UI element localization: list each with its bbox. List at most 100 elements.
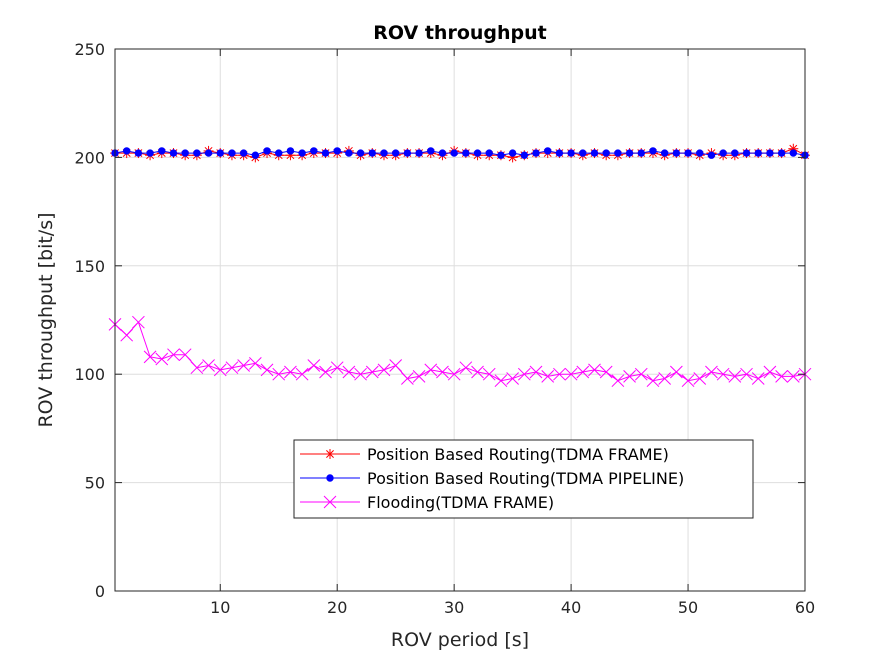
series-2-point	[134, 149, 143, 157]
series-2-point	[310, 147, 318, 155]
series-3-point	[564, 367, 578, 381]
series-2-point	[427, 147, 435, 155]
series-3-point	[693, 372, 707, 385]
series-2-point	[391, 149, 400, 157]
series-2-point	[602, 149, 610, 157]
series-3-point	[763, 365, 777, 379]
series-2-point	[731, 149, 739, 157]
series-2-point	[146, 149, 154, 157]
y-tick-label: 100	[74, 365, 105, 384]
series-3-point	[599, 365, 613, 379]
series-3-point	[646, 374, 660, 388]
chart-title: ROV throughput	[373, 22, 547, 44]
series-2-point	[251, 151, 260, 159]
series-3-point	[213, 363, 227, 377]
series-3-point	[143, 350, 157, 364]
series-3-point	[295, 367, 309, 381]
series-3-point	[588, 363, 601, 377]
legend-swatch-marker	[326, 474, 334, 482]
series-2-point	[742, 149, 751, 157]
series-3-point	[424, 363, 438, 377]
x-tick-label: 10	[210, 598, 230, 617]
axis-ticks: 10 20 30 40 50 60 0 50 100 150 200 250	[74, 40, 815, 617]
series-3-point	[681, 374, 695, 388]
series-2-point	[649, 147, 657, 155]
series-3-point	[319, 365, 332, 379]
series-2-point	[216, 149, 224, 157]
series-3-point	[740, 367, 753, 381]
x-axis-label: ROV period [s]	[391, 629, 529, 651]
series-3-line	[114, 321, 806, 382]
series-2-point	[544, 147, 552, 155]
series-2-point	[415, 149, 423, 157]
x-tick-label: 40	[561, 598, 581, 617]
series-2-point	[684, 149, 692, 157]
series-2-point	[438, 149, 447, 157]
series-2-point	[579, 149, 587, 157]
series-2-point	[298, 149, 306, 157]
series-3-point	[658, 372, 672, 385]
legend: Position Based Routing(TDMA FRAME) Positi…	[293, 439, 754, 519]
series-2-point	[321, 149, 330, 157]
series-2-point	[719, 149, 727, 157]
series-2-point	[497, 151, 505, 159]
series-3-point	[447, 367, 461, 381]
series-3-point	[401, 372, 414, 385]
series-2-point	[263, 147, 271, 155]
series-2-point	[356, 149, 365, 157]
series-2-point	[590, 149, 599, 157]
series-3-point	[611, 374, 625, 388]
series-3-point	[190, 361, 204, 375]
legend-entry: Position Based Routing(TDMA FRAME)	[300, 445, 669, 464]
series-3-point	[506, 372, 519, 385]
y-axis-label: ROV throughput [bit/s]	[35, 212, 57, 427]
series-2-point	[766, 149, 774, 157]
series-3-point	[342, 365, 356, 379]
plot-frame	[114, 48, 806, 592]
series-3-point	[576, 365, 590, 379]
legend-label: Position Based Routing(TDMA PIPELINE)	[367, 469, 684, 488]
legend-swatch-marker	[325, 449, 335, 459]
series-3-point	[365, 365, 379, 379]
series-2-point	[707, 151, 716, 159]
series-3-point	[237, 359, 250, 372]
series-3-point	[786, 370, 800, 383]
series-2-point	[696, 149, 704, 157]
series-3-point	[178, 348, 192, 362]
legend-entry: Flooding(TDMA FRAME)	[300, 493, 554, 512]
series-layer	[108, 143, 812, 388]
series-2-point	[555, 149, 564, 157]
series-3-point	[307, 359, 321, 372]
series-2-point	[239, 149, 248, 157]
series-3-point	[202, 359, 215, 372]
series-3-point	[436, 365, 449, 379]
series-2-point	[754, 149, 762, 157]
series-3-point	[389, 359, 403, 372]
series-2-point	[625, 149, 634, 157]
series-3-point	[120, 328, 134, 342]
series-2-point	[614, 149, 622, 157]
series-2-point	[660, 149, 669, 157]
series-2-point	[637, 149, 645, 157]
series-3-point	[225, 361, 239, 375]
x-tick-label: 30	[444, 598, 464, 617]
series-2-point	[122, 147, 131, 155]
series-3-point	[330, 361, 344, 375]
series-3-point	[482, 367, 496, 381]
y-tick-label: 150	[74, 257, 105, 276]
series-2-point	[228, 149, 236, 157]
series-2-point	[158, 147, 166, 155]
series-3-point	[775, 370, 788, 383]
series-2-point	[777, 149, 786, 157]
legend-entry: Position Based Routing(TDMA PIPELINE)	[300, 469, 684, 488]
series-2-point	[508, 149, 517, 157]
series-3-point	[634, 367, 648, 381]
series-3-point	[751, 372, 765, 385]
series-3-point	[377, 363, 391, 377]
series-3-point	[517, 367, 531, 381]
series-2-point	[181, 149, 189, 157]
series-2-point	[672, 149, 681, 157]
series-3-point	[272, 367, 286, 381]
legend-swatch-marker	[323, 495, 337, 509]
